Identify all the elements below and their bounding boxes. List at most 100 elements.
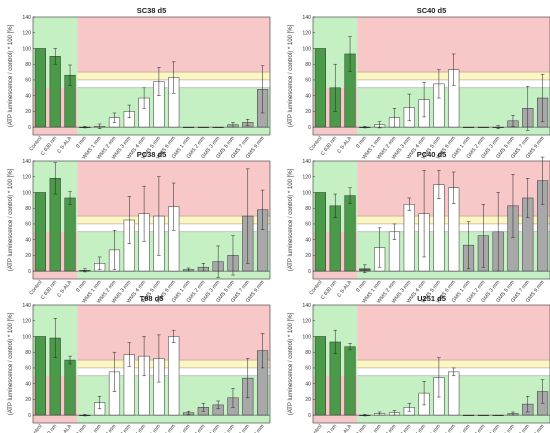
y-axis-label: (ATP luminescence / control) * 100 [%] — [8, 312, 14, 415]
plot-frame — [32, 16, 271, 136]
bar — [34, 336, 46, 416]
y-axis-label: (ATP luminescence / control) * 100 [%] — [288, 24, 294, 127]
y-tick-label: 140 — [22, 159, 31, 165]
x-tick-label: C 5-ALA — [56, 423, 73, 433]
zone-red — [357, 305, 550, 361]
chart-title: T98 d5 — [140, 294, 164, 303]
chart-title: SC40 d5 — [417, 6, 447, 15]
y-tick-label: 40 — [25, 237, 31, 243]
y-tick-label: 120 — [22, 31, 31, 37]
y-tick-label: 100 — [302, 46, 311, 52]
x-tick-label: C 5-ALA — [336, 423, 353, 433]
y-tick-label: 80 — [305, 350, 311, 356]
y-tick-label: 140 — [22, 303, 31, 309]
x-tick-label: C 5-ALA — [336, 279, 353, 299]
y-tick-label: 40 — [305, 381, 311, 387]
x-tick-label: C 630 nm — [320, 424, 339, 433]
y-tick-label: 20 — [25, 109, 31, 115]
x-tick-label: 0 mm — [75, 424, 88, 433]
bar — [49, 56, 61, 128]
x-tick-label: Control — [308, 424, 323, 433]
bar — [314, 192, 326, 272]
y-tick-label: 0 — [308, 125, 311, 131]
bar — [314, 336, 326, 416]
x-tick-label: 0 mm — [355, 280, 368, 294]
chart-title: U251 d5 — [417, 294, 446, 303]
plot-frame — [32, 160, 271, 280]
bar — [344, 195, 356, 272]
bar — [448, 371, 460, 416]
y-tick-label: 100 — [22, 46, 31, 52]
y-tick-label: 100 — [22, 190, 31, 196]
bar — [34, 192, 46, 272]
bar — [314, 48, 326, 128]
x-tick-label: 0 mm — [355, 136, 368, 150]
chart-title: SC38 d5 — [137, 6, 167, 15]
plot-frame — [312, 160, 550, 280]
y-tick-label: 20 — [25, 253, 31, 259]
y-tick-label: 0 — [308, 269, 311, 275]
y-tick-label: 80 — [25, 350, 31, 356]
x-tick-label: C 5-ALA — [336, 135, 353, 155]
y-tick-label: 60 — [25, 222, 31, 228]
y-tick-label: 80 — [25, 62, 31, 68]
x-tick-label: 0 mm — [355, 424, 368, 433]
y-tick-label: 0 — [28, 269, 31, 275]
x-tick-label: Control — [28, 424, 43, 433]
zone-yellow — [357, 360, 550, 368]
bar — [344, 346, 356, 416]
y-tick-label: 100 — [302, 334, 311, 340]
y-tick-label: 120 — [302, 319, 311, 325]
chart-title: PC38 d5 — [137, 150, 167, 159]
y-tick-label: 80 — [305, 62, 311, 68]
y-tick-label: 140 — [302, 15, 311, 21]
y-tick-label: 20 — [305, 253, 311, 259]
y-tick-label: 140 — [302, 159, 311, 165]
y-tick-label: 140 — [302, 303, 311, 309]
bar — [403, 204, 415, 272]
y-axis-label: (ATP luminescence / control) * 100 [%] — [8, 168, 14, 271]
plot-frame — [312, 16, 550, 136]
y-tick-label: 0 — [308, 413, 311, 419]
y-tick-label: 0 — [28, 413, 31, 419]
y-axis-label: (ATP luminescence / control) * 100 [%] — [288, 168, 294, 271]
x-tick-label: C 5-ALA — [56, 279, 73, 299]
y-tick-label: 40 — [305, 237, 311, 243]
y-tick-label: 60 — [25, 366, 31, 372]
y-tick-label: 100 — [22, 334, 31, 340]
bar — [168, 336, 180, 416]
bar — [64, 197, 76, 272]
y-tick-label: 120 — [302, 175, 311, 181]
y-tick-label: 120 — [22, 175, 31, 181]
bar — [34, 48, 46, 128]
y-tick-label: 60 — [25, 78, 31, 84]
y-tick-label: 0 — [28, 125, 31, 131]
y-tick-label: 20 — [305, 109, 311, 115]
y-tick-label: 120 — [22, 319, 31, 325]
x-tick-label: 0 mm — [75, 280, 88, 294]
x-tick-label: 0 mm — [75, 136, 88, 150]
y-tick-label: 40 — [25, 93, 31, 99]
y-tick-label: 60 — [305, 366, 311, 372]
y-tick-label: 80 — [25, 206, 31, 212]
y-axis-label: (ATP luminescence / control) * 100 [%] — [8, 24, 14, 127]
y-tick-label: 40 — [305, 93, 311, 99]
y-tick-label: 60 — [305, 222, 311, 228]
chart-title: PC40 d5 — [417, 150, 447, 159]
y-tick-label: 120 — [302, 31, 311, 37]
y-tick-label: 80 — [305, 206, 311, 212]
y-tick-label: 60 — [305, 78, 311, 84]
plot-frame — [32, 304, 271, 424]
y-tick-label: 100 — [302, 190, 311, 196]
x-tick-label: C 630 nm — [40, 424, 59, 433]
x-tick-label: C 5-ALA — [56, 135, 73, 155]
plot-frame — [312, 304, 550, 424]
y-tick-label: 20 — [305, 397, 311, 403]
y-axis-label: (ATP luminescence / control) * 100 [%] — [288, 312, 294, 415]
